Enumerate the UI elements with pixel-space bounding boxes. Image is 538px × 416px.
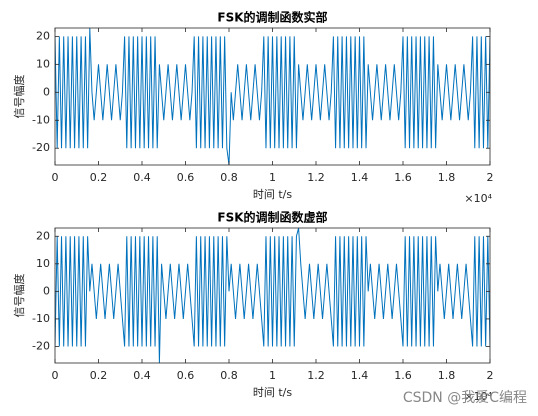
x-tick-label: 0.8 xyxy=(220,369,238,382)
x-tick-label: 2 xyxy=(487,369,494,382)
x-tick-label: 0.2 xyxy=(90,171,108,184)
y-tick-label: -10 xyxy=(32,113,50,126)
y-tick-label: 20 xyxy=(36,29,50,42)
x-tick-label: 0.2 xyxy=(90,369,108,382)
x-tick-label: 1.2 xyxy=(307,171,325,184)
y-tick-label: -20 xyxy=(32,339,50,352)
y-tick-label: 10 xyxy=(36,257,50,270)
x-axis-label: 时间 t/s xyxy=(253,386,293,399)
x-tick-label: 1.6 xyxy=(394,171,412,184)
x-tick-label: 2 xyxy=(487,171,494,184)
x-tick-label: 1.2 xyxy=(307,369,325,382)
x-tick-label: 0 xyxy=(52,369,59,382)
y-tick-label: 0 xyxy=(43,284,50,297)
x-tick-label: 1.4 xyxy=(351,171,369,184)
signal-line xyxy=(55,228,490,363)
x-tick-label: 1.6 xyxy=(394,369,412,382)
y-tick-label: 0 xyxy=(43,85,50,98)
y-tick-label: -10 xyxy=(32,312,50,325)
x-tick-label: 0.6 xyxy=(177,171,195,184)
y-tick-label: 20 xyxy=(36,229,50,242)
signal-line xyxy=(55,28,490,165)
x-tick-label: 1 xyxy=(269,369,276,382)
y-axis-label: 信号幅度 xyxy=(12,274,26,318)
x-tick-label: 1.4 xyxy=(351,369,369,382)
y-tick-label: 10 xyxy=(36,57,50,70)
x-tick-label: 0.6 xyxy=(177,369,195,382)
chart-title: FSK的调制函数实部 xyxy=(217,10,327,25)
x-tick-label: 0.8 xyxy=(220,171,238,184)
x-offset-label: ×10⁴ xyxy=(464,390,492,403)
y-tick-label: -20 xyxy=(32,141,50,154)
watermark: CSDN @我爱C编程 xyxy=(403,390,527,406)
x-tick-label: 1.8 xyxy=(438,369,456,382)
y-axis-label: 信号幅度 xyxy=(12,75,26,119)
x-axis-label: 时间 t/s xyxy=(253,188,293,201)
x-tick-label: 1.8 xyxy=(438,171,456,184)
x-tick-label: 1 xyxy=(269,171,276,184)
x-offset-label: ×10⁴ xyxy=(464,192,492,205)
x-tick-label: 0.4 xyxy=(133,369,151,382)
x-tick-label: 0.4 xyxy=(133,171,151,184)
x-tick-label: 0 xyxy=(52,171,59,184)
chart-title: FSK的调制函数虚部 xyxy=(217,210,327,225)
